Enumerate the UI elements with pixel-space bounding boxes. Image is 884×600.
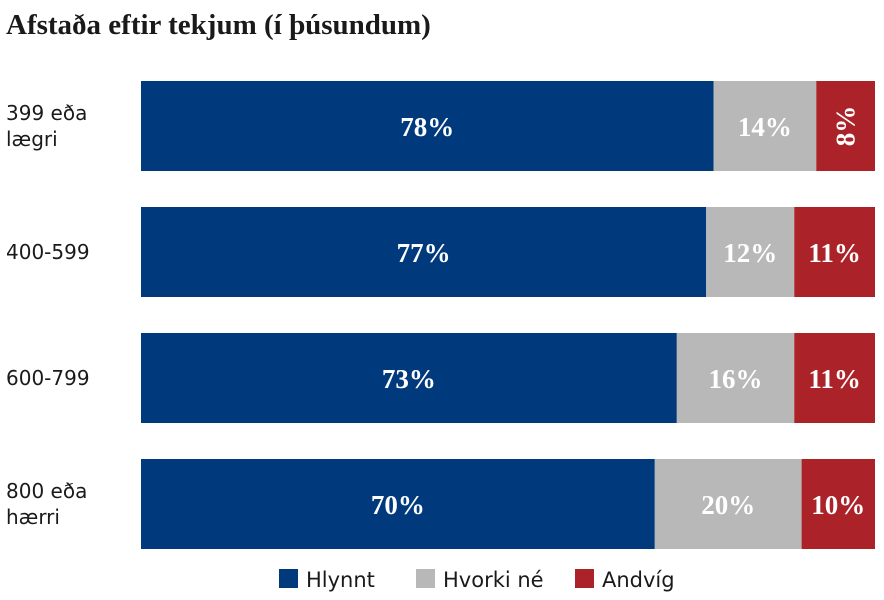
data-label: 10% bbox=[811, 490, 865, 520]
data-label: 8% bbox=[831, 106, 861, 147]
data-label: 78% bbox=[400, 112, 454, 142]
category-label: lægri bbox=[6, 127, 58, 151]
bar-segment bbox=[706, 207, 795, 297]
data-label: 70% bbox=[371, 490, 425, 520]
legend-label: Hvorki né bbox=[443, 568, 544, 592]
bar-segment bbox=[141, 207, 707, 297]
chart-title: Afstaða eftir tekjum (í þúsundum) bbox=[6, 9, 431, 41]
category-label: 600-799 bbox=[6, 366, 90, 390]
category-label: 400-599 bbox=[6, 240, 90, 264]
bar-segment bbox=[654, 459, 802, 549]
bars: 78% 14% 8% 77% 12% 11% 73% 16% 11% 70% 20% 10% bbox=[141, 81, 875, 549]
legend-swatch bbox=[575, 569, 594, 588]
legend: Hlynnt Hvorki né Andvíg bbox=[279, 568, 675, 592]
bar-segment bbox=[801, 459, 875, 549]
category-label: hærri bbox=[6, 505, 60, 529]
legend-label: Hlynnt bbox=[306, 568, 375, 592]
data-label: 16% bbox=[709, 364, 763, 394]
data-label: 11% bbox=[808, 238, 861, 268]
data-label: 12% bbox=[723, 238, 777, 268]
bar-segment bbox=[794, 207, 875, 297]
category-label: 800 eða bbox=[6, 479, 87, 503]
bar-segment bbox=[141, 459, 655, 549]
legend-swatch bbox=[416, 569, 435, 588]
data-label: 73% bbox=[382, 364, 436, 394]
bar-segment bbox=[141, 81, 714, 171]
legend-label: Andvíg bbox=[602, 568, 675, 592]
bar-segment bbox=[713, 81, 817, 171]
bar-segment bbox=[141, 333, 677, 423]
data-label: 11% bbox=[808, 364, 861, 394]
bar-segment bbox=[794, 333, 875, 423]
bar-segment bbox=[676, 333, 795, 423]
category-label: 399 eða bbox=[6, 101, 87, 125]
data-label: 77% bbox=[397, 238, 451, 268]
legend-swatch bbox=[279, 569, 298, 588]
bar-segment bbox=[816, 81, 875, 171]
data-label: 14% bbox=[738, 112, 792, 142]
data-label: 20% bbox=[701, 490, 755, 520]
